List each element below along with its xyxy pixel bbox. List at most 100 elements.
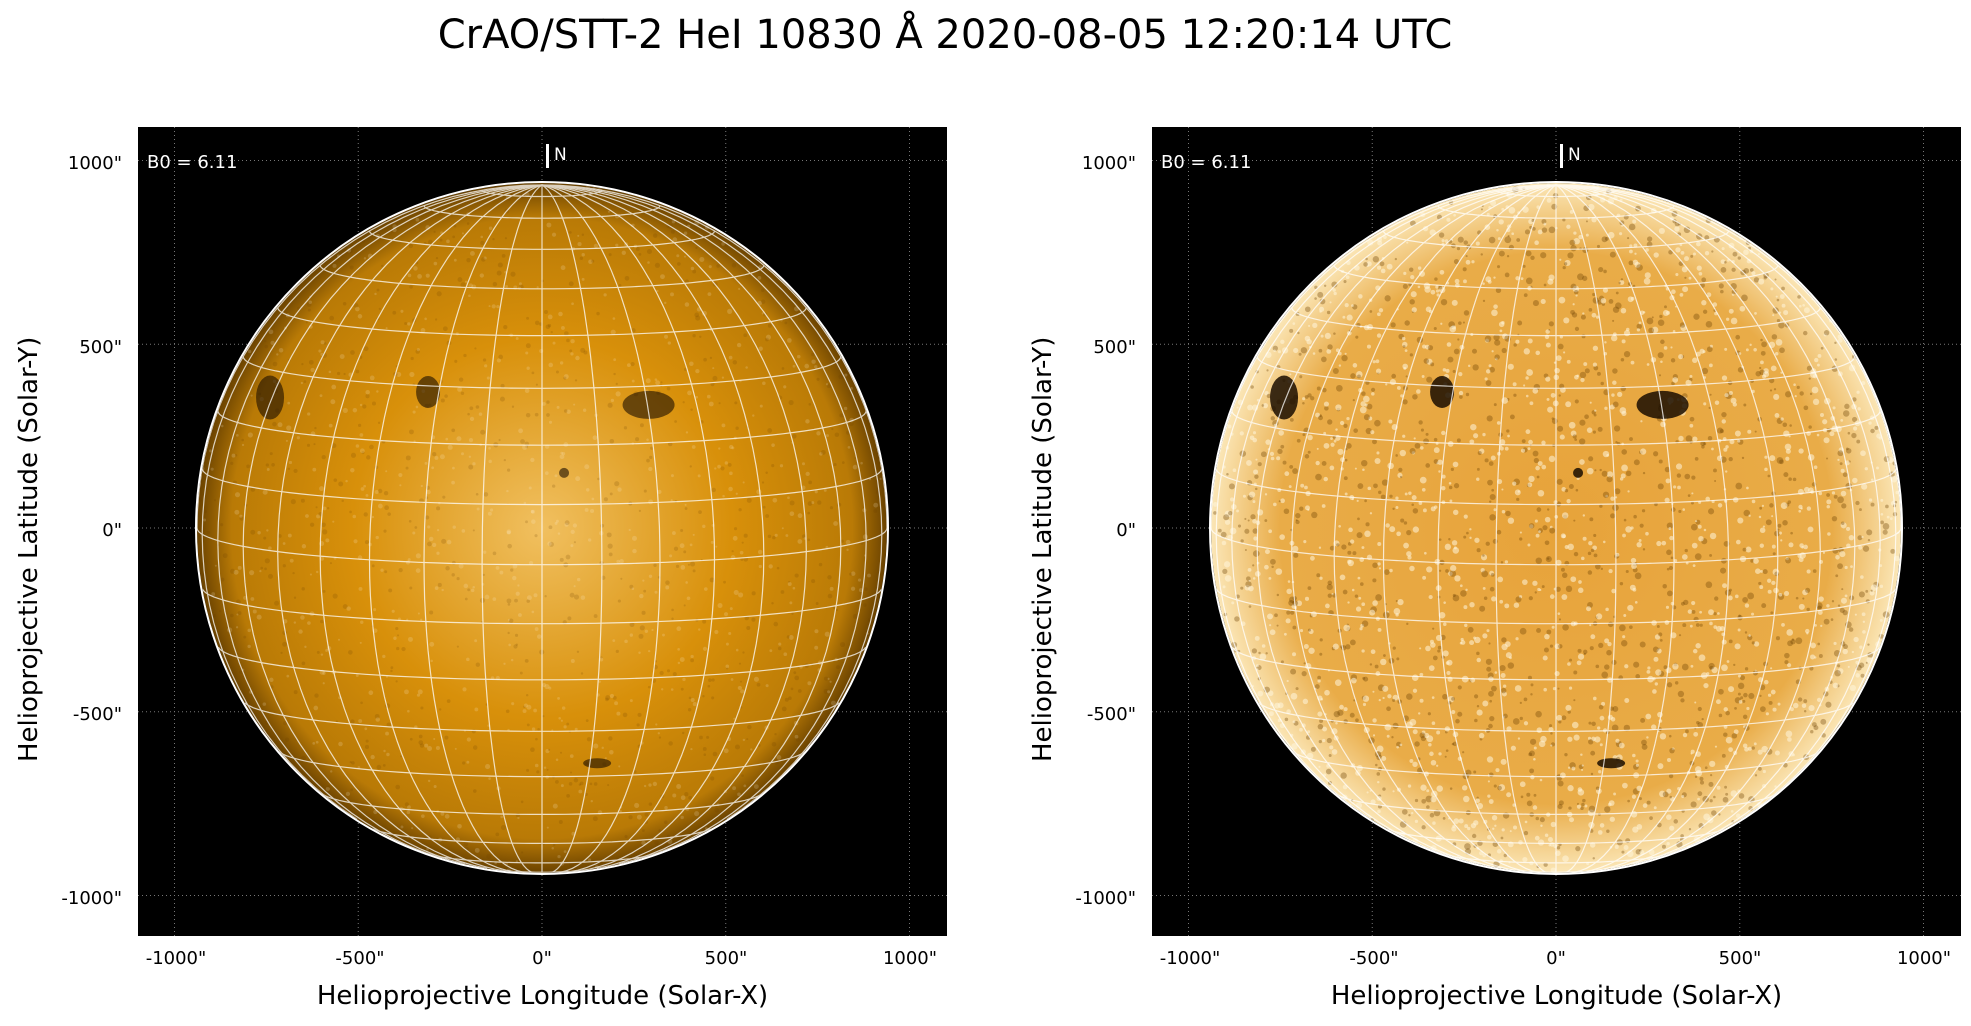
texture-speck <box>1588 308 1593 312</box>
texture-speck <box>495 566 500 570</box>
texture-speck <box>1528 752 1533 757</box>
texture-speck <box>292 572 295 575</box>
texture-speck <box>322 682 325 685</box>
texture-speck <box>1673 559 1678 563</box>
texture-speck <box>1485 658 1493 665</box>
texture-speck <box>415 217 420 222</box>
texture-speck <box>1753 641 1760 647</box>
texture-speck <box>500 825 507 831</box>
texture-speck <box>1666 567 1670 571</box>
texture-speck <box>374 713 380 719</box>
texture-speck <box>1292 652 1297 657</box>
texture-speck <box>1278 500 1281 503</box>
texture-speck <box>1772 707 1777 712</box>
texture-speck <box>1482 633 1488 639</box>
texture-speck <box>879 477 882 480</box>
texture-speck <box>508 643 511 647</box>
texture-speck <box>368 690 374 696</box>
texture-speck <box>1513 393 1517 397</box>
texture-speck <box>1492 827 1495 830</box>
texture-speck <box>732 535 738 541</box>
texture-speck <box>510 271 516 277</box>
texture-speck <box>1629 244 1633 248</box>
texture-speck <box>230 613 234 618</box>
texture-speck <box>739 550 744 555</box>
texture-speck <box>259 570 262 573</box>
x-tick-label: 500" <box>704 948 748 969</box>
texture-speck <box>1605 607 1609 612</box>
texture-speck <box>1743 692 1748 698</box>
texture-speck <box>1450 467 1454 472</box>
texture-speck <box>451 480 455 485</box>
texture-speck <box>1459 584 1463 588</box>
y-tick-label: 500" <box>79 337 122 358</box>
texture-speck <box>413 266 418 271</box>
texture-speck <box>692 334 696 338</box>
texture-speck <box>694 811 700 817</box>
texture-speck <box>1619 477 1624 481</box>
texture-speck <box>1571 766 1576 771</box>
texture-speck <box>1532 227 1536 231</box>
texture-speck <box>1311 511 1318 519</box>
texture-speck <box>444 394 448 398</box>
texture-speck <box>1411 495 1417 501</box>
texture-speck <box>1865 589 1869 593</box>
texture-speck <box>572 523 578 528</box>
texture-speck <box>1338 524 1341 528</box>
texture-speck <box>1247 404 1253 411</box>
texture-speck <box>365 739 369 743</box>
texture-speck <box>1499 439 1506 446</box>
texture-speck <box>1476 802 1484 810</box>
texture-speck <box>1588 721 1592 725</box>
texture-speck <box>1454 278 1460 284</box>
texture-speck <box>1462 751 1465 754</box>
texture-speck <box>721 242 725 246</box>
texture-speck <box>319 394 323 398</box>
texture-speck <box>1287 580 1291 583</box>
texture-speck <box>359 403 363 407</box>
texture-speck <box>1711 810 1717 816</box>
texture-speck <box>349 510 352 514</box>
texture-speck <box>488 446 491 450</box>
texture-speck <box>439 708 442 711</box>
texture-speck <box>323 342 327 345</box>
texture-speck <box>580 347 586 353</box>
texture-speck <box>460 391 465 396</box>
texture-speck <box>1840 597 1847 604</box>
texture-speck <box>1726 317 1730 321</box>
texture-speck <box>1347 601 1350 604</box>
texture-speck <box>1623 844 1629 851</box>
texture-speck <box>1456 246 1461 251</box>
texture-speck <box>635 247 640 251</box>
texture-speck <box>547 314 553 320</box>
texture-speck <box>1741 456 1745 460</box>
texture-speck <box>1609 404 1615 410</box>
texture-speck <box>1545 329 1550 334</box>
texture-speck <box>1252 500 1256 504</box>
texture-speck <box>1837 334 1842 339</box>
texture-speck <box>1559 434 1565 440</box>
texture-speck <box>537 727 540 731</box>
texture-speck <box>322 529 328 535</box>
texture-speck <box>1426 358 1433 365</box>
texture-speck <box>1869 590 1875 596</box>
texture-speck <box>1443 622 1447 627</box>
texture-speck <box>1471 833 1477 839</box>
texture-speck <box>256 614 262 620</box>
texture-speck <box>784 321 788 325</box>
texture-speck <box>797 513 803 519</box>
texture-speck <box>358 719 363 724</box>
texture-speck <box>647 685 651 689</box>
texture-speck <box>1622 533 1626 538</box>
texture-speck <box>321 522 326 528</box>
texture-speck <box>642 579 645 582</box>
texture-speck <box>1664 466 1671 473</box>
texture-speck <box>342 407 348 413</box>
texture-speck <box>1377 780 1380 784</box>
texture-speck <box>1679 322 1686 328</box>
texture-speck <box>1548 274 1555 281</box>
texture-speck <box>1826 604 1830 608</box>
texture-speck <box>1296 600 1303 607</box>
texture-speck <box>1525 429 1531 435</box>
texture-speck <box>1851 416 1858 422</box>
